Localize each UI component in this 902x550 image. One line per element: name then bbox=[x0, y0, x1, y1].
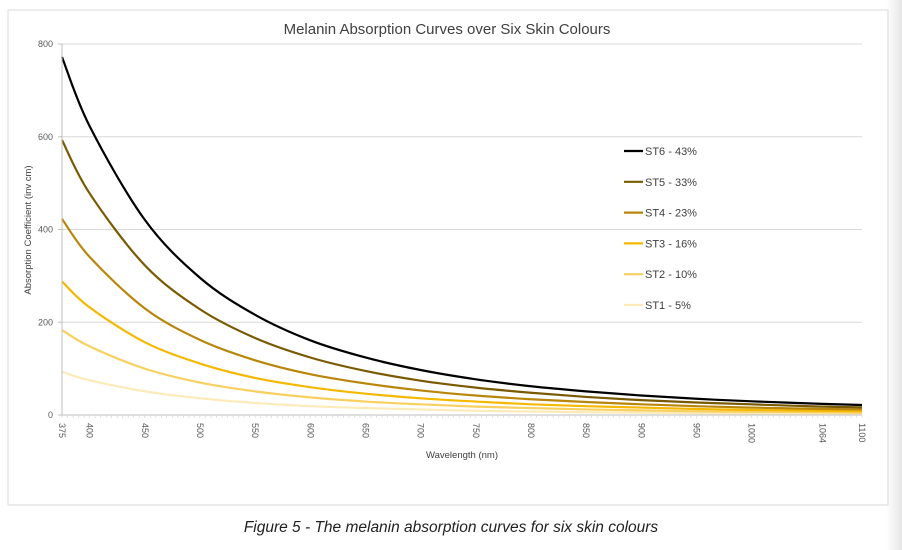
series-line-st1 bbox=[61, 370, 863, 415]
x-tick-label: 700 bbox=[416, 423, 426, 438]
x-tick-label: 850 bbox=[581, 423, 591, 438]
x-tick-label: 950 bbox=[691, 423, 701, 438]
y-axis-label: Absorption Coefficient (inv cm) bbox=[23, 165, 34, 294]
y-tick-label: 600 bbox=[38, 132, 53, 142]
y-tick-label: 200 bbox=[38, 317, 53, 327]
x-tick-label: 1000 bbox=[747, 423, 757, 443]
x-tick-label: 1100 bbox=[857, 423, 867, 442]
legend-label: ST2 - 10% bbox=[645, 269, 697, 281]
x-tick-label: 750 bbox=[471, 423, 481, 438]
series-line-st4 bbox=[61, 218, 863, 411]
chart-border bbox=[7, 9, 889, 506]
y-tick-label: 0 bbox=[48, 410, 53, 420]
series-line-st6 bbox=[60, 56, 863, 407]
legend-label: ST1 - 5% bbox=[645, 300, 691, 312]
x-tick-label: 900 bbox=[636, 423, 646, 438]
series-line-st2 bbox=[61, 329, 863, 414]
page-edge-shadow bbox=[886, 0, 902, 550]
x-tick-label: 550 bbox=[250, 423, 260, 438]
y-tick-label: 400 bbox=[38, 225, 53, 235]
x-tick-label: 400 bbox=[85, 423, 95, 438]
x-axis-label: Wavelength (nm) bbox=[426, 450, 498, 461]
series-line-st5 bbox=[61, 139, 863, 409]
x-tick-label: 375 bbox=[57, 423, 67, 438]
legend-label: ST3 - 16% bbox=[645, 238, 697, 250]
x-tick-label: 650 bbox=[360, 423, 370, 438]
series-line-st3 bbox=[61, 280, 863, 413]
legend-label: ST4 - 23% bbox=[645, 208, 697, 220]
figure-caption: Figure 5 - The melanin absorption curves… bbox=[243, 519, 659, 536]
chart-title: Melanin Absorption Curves over Six Skin … bbox=[284, 21, 611, 38]
x-tick-label: 600 bbox=[305, 423, 315, 438]
legend-label: ST5 - 33% bbox=[645, 177, 697, 189]
legend-label: ST6 - 43% bbox=[645, 146, 697, 158]
x-tick-label: 500 bbox=[195, 423, 205, 438]
x-tick-label: 800 bbox=[526, 423, 536, 438]
y-tick-label: 800 bbox=[38, 39, 53, 49]
x-tick-label: 450 bbox=[140, 423, 150, 438]
x-tick-label: 1064 bbox=[817, 423, 827, 443]
